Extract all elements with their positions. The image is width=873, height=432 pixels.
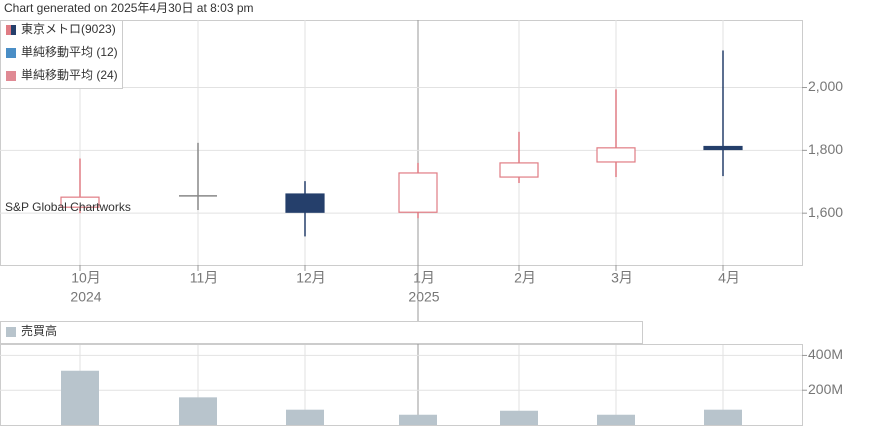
x-tick-label: 1月	[413, 270, 435, 286]
legend-swatch	[6, 327, 16, 337]
volume-bar	[500, 410, 538, 425]
y-tick-label: 1,600	[808, 204, 843, 220]
y-tick-label: 2,000	[808, 78, 843, 94]
legend-label: 単純移動平均 (12)	[21, 45, 118, 59]
candle-body	[398, 172, 438, 213]
y-tick-label: 1,800	[808, 141, 843, 157]
x-sublabel: 2024	[70, 289, 101, 305]
volume-bar	[704, 409, 742, 425]
y-tick-label: 200M	[808, 381, 843, 397]
legend-label: 東京メトロ(9023)	[21, 22, 116, 36]
candle-body	[596, 147, 636, 163]
volume-bar	[286, 409, 324, 425]
price-panel	[0, 20, 803, 266]
legend-swatch	[6, 48, 16, 58]
volume-bar	[597, 414, 635, 425]
legend-label: 単純移動平均 (24)	[21, 68, 118, 82]
x-sublabel: 2025	[408, 289, 439, 305]
volume-bar	[399, 414, 437, 425]
x-tick-label: 12月	[296, 270, 326, 286]
y-tick-label: 400M	[808, 346, 843, 362]
candle-body	[285, 193, 325, 213]
legend-box	[0, 20, 123, 89]
volume-panel	[0, 344, 803, 426]
x-tick-label: 4月	[718, 270, 740, 286]
x-tick-label: 11月	[190, 270, 219, 286]
chart-title: Chart generated on 2025年4月30日 at 8:03 pm	[4, 1, 254, 15]
candle-body	[499, 162, 539, 178]
legend-label: 売買高	[21, 323, 57, 338]
legend-box	[0, 321, 643, 344]
candle-body	[60, 196, 100, 208]
x-tick-label: 10月	[71, 270, 101, 286]
volume-bar	[179, 397, 217, 425]
volume-bar	[61, 370, 99, 425]
candle-body	[703, 145, 743, 151]
legend-swatch	[6, 71, 16, 81]
x-tick-label: 2月	[514, 270, 536, 286]
legend-swatch	[11, 25, 16, 35]
x-tick-label: 3月	[611, 270, 633, 286]
legend-swatch	[6, 25, 11, 35]
watermark: S&P Global Chartworks	[5, 200, 131, 214]
